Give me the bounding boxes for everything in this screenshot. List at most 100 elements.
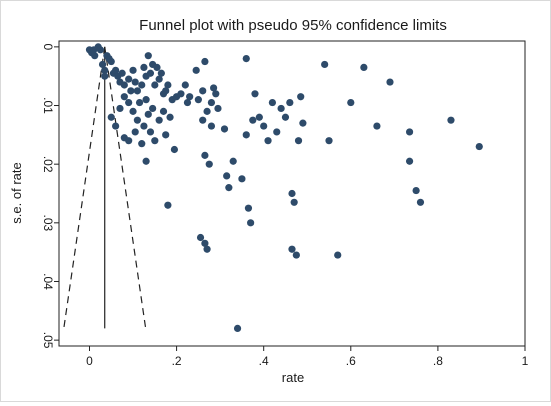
data-point (183, 98, 192, 107)
data-point (129, 66, 137, 74)
data-point (199, 116, 207, 124)
y-axis: 0 .01 .02 .03 .04 .05 (41, 44, 59, 349)
data-point (205, 160, 213, 168)
data-point (290, 198, 298, 206)
data-point (347, 98, 355, 107)
x-tick-label: .8 (433, 354, 443, 368)
data-point (212, 90, 220, 98)
data-point (155, 116, 163, 124)
x-tick-label: .6 (346, 354, 356, 368)
data-point (164, 201, 172, 209)
data-point (277, 104, 285, 113)
data-point (201, 57, 209, 66)
data-point (386, 78, 394, 86)
data-point (146, 69, 155, 77)
data-point (98, 60, 107, 69)
data-point (125, 137, 133, 145)
data-point (260, 122, 268, 130)
data-point (373, 122, 381, 130)
plot-area-frame (58, 40, 526, 347)
data-point (405, 157, 414, 165)
data-point (321, 60, 329, 69)
funnel-limits (63, 46, 147, 329)
data-point (223, 172, 231, 180)
y-tick-label: .01 (41, 97, 55, 114)
data-point (297, 93, 305, 101)
data-point (131, 78, 139, 86)
data-point (91, 52, 99, 60)
data-point (186, 93, 194, 101)
data-point (264, 137, 272, 145)
data-point (294, 137, 303, 145)
data-point (203, 107, 211, 115)
data-point (201, 239, 209, 247)
data-point (107, 113, 115, 121)
data-point (220, 125, 229, 133)
data-point (242, 131, 250, 139)
data-point (225, 184, 233, 192)
y-tick-label: .04 (41, 273, 55, 290)
data-point (140, 122, 148, 130)
data-point (133, 87, 141, 95)
data-point (199, 87, 207, 95)
y-axis-label: s.e. of rate (9, 162, 24, 223)
data-point (196, 233, 205, 242)
y-tick-label: 0 (41, 44, 55, 51)
data-point (214, 104, 222, 113)
data-point (101, 66, 109, 74)
x-tick-label: .2 (172, 354, 182, 368)
data-point (142, 157, 150, 165)
data-point (210, 84, 218, 92)
data-point (96, 46, 104, 54)
data-point (146, 128, 155, 136)
x-axis-label: rate (282, 370, 304, 385)
data-point (201, 151, 209, 159)
data-point (334, 251, 342, 259)
data-point (360, 63, 368, 71)
data-point (203, 245, 211, 253)
data-point (144, 110, 152, 118)
data-point (133, 116, 141, 124)
x-tick-label: 1 (522, 354, 529, 368)
x-tick-label: 0 (86, 354, 93, 368)
data-point (416, 198, 425, 206)
data-point (151, 137, 159, 145)
data-point (142, 96, 150, 104)
y-tick-label: .05 (41, 332, 55, 349)
data-point (207, 122, 216, 130)
data-point (192, 66, 200, 74)
data-point (164, 81, 172, 89)
data-point (170, 145, 179, 154)
data-point (112, 66, 120, 74)
y-tick-label: .02 (41, 156, 55, 173)
x-tick-label: .4 (259, 354, 269, 368)
data-point (273, 128, 281, 136)
y-tick-label: .03 (41, 214, 55, 231)
x-axis: 0 .2 .4 .6 .8 1 (86, 346, 529, 368)
data-point (155, 75, 163, 83)
data-point (129, 107, 137, 115)
data-point (288, 245, 296, 253)
data-point (281, 113, 290, 121)
data-point (207, 98, 216, 107)
data-point (125, 75, 133, 83)
data-point (120, 93, 128, 101)
data-point (162, 131, 170, 139)
data-point (268, 98, 277, 107)
data-point (288, 189, 296, 198)
data-point (242, 54, 250, 63)
data-point (233, 324, 242, 333)
data-point (299, 119, 307, 127)
data-point (181, 81, 189, 89)
data-point (194, 96, 202, 104)
data-point (140, 63, 148, 71)
data-point (120, 81, 128, 89)
data-point (144, 52, 152, 60)
data-point (244, 204, 253, 212)
data-point (149, 104, 157, 113)
data-point (101, 72, 109, 80)
data-point (325, 137, 333, 145)
data-point (131, 128, 139, 136)
data-point (251, 90, 259, 98)
